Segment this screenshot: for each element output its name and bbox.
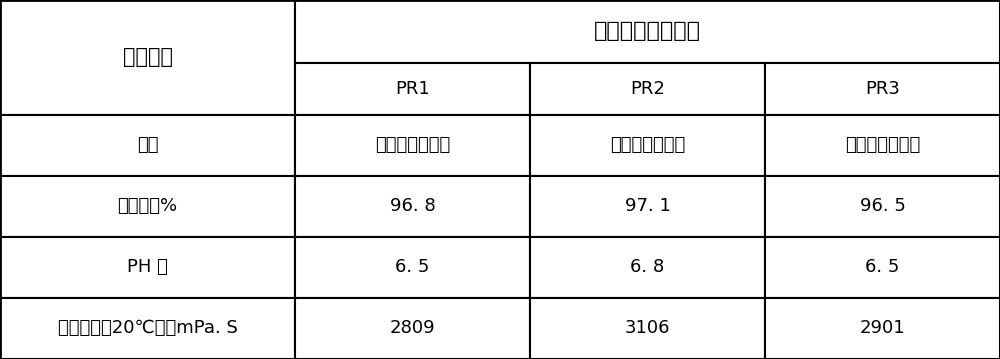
Bar — [530, 176, 765, 237]
Text: 外观: 外观 — [137, 136, 158, 154]
Text: 6. 5: 6. 5 — [395, 258, 430, 276]
Bar — [530, 115, 765, 176]
Bar — [295, 0, 1000, 63]
Text: 本发明破乳剂名称: 本发明破乳剂名称 — [594, 22, 701, 41]
Text: PR1: PR1 — [395, 80, 430, 98]
Text: PH 值: PH 值 — [127, 258, 168, 276]
Text: 6. 8: 6. 8 — [630, 258, 665, 276]
Bar — [0, 298, 295, 359]
Text: 2809: 2809 — [390, 320, 435, 337]
Text: 固含量，%: 固含量，% — [117, 197, 178, 215]
Bar — [530, 237, 765, 298]
Text: 3106: 3106 — [625, 320, 670, 337]
Text: 97. 1: 97. 1 — [625, 197, 670, 215]
Bar — [0, 176, 295, 237]
Bar — [765, 176, 1000, 237]
Text: 浅黄色粘稠液体: 浅黄色粘稠液体 — [845, 136, 920, 154]
Text: 指标名称: 指标名称 — [122, 47, 173, 67]
Bar — [295, 298, 530, 359]
Bar — [295, 176, 530, 237]
Text: 96. 5: 96. 5 — [860, 197, 905, 215]
Text: PR2: PR2 — [630, 80, 665, 98]
Text: 浅黄色粘稠液体: 浅黄色粘稠液体 — [375, 136, 450, 154]
Bar — [0, 115, 295, 176]
Text: 2901: 2901 — [860, 320, 905, 337]
Text: PR3: PR3 — [865, 80, 900, 98]
Text: 浅黄色粘稠液体: 浅黄色粘稠液体 — [610, 136, 685, 154]
Text: 动力粘度（20℃），mPa. S: 动力粘度（20℃），mPa. S — [58, 320, 237, 337]
Text: 96. 8: 96. 8 — [390, 197, 435, 215]
Bar — [530, 298, 765, 359]
Bar — [765, 298, 1000, 359]
Bar — [295, 237, 530, 298]
Bar — [530, 63, 765, 115]
Bar — [765, 115, 1000, 176]
Bar — [0, 0, 295, 115]
Text: 6. 5: 6. 5 — [865, 258, 900, 276]
Bar — [765, 237, 1000, 298]
Bar — [765, 63, 1000, 115]
Bar — [295, 115, 530, 176]
Bar — [295, 63, 530, 115]
Bar — [0, 237, 295, 298]
